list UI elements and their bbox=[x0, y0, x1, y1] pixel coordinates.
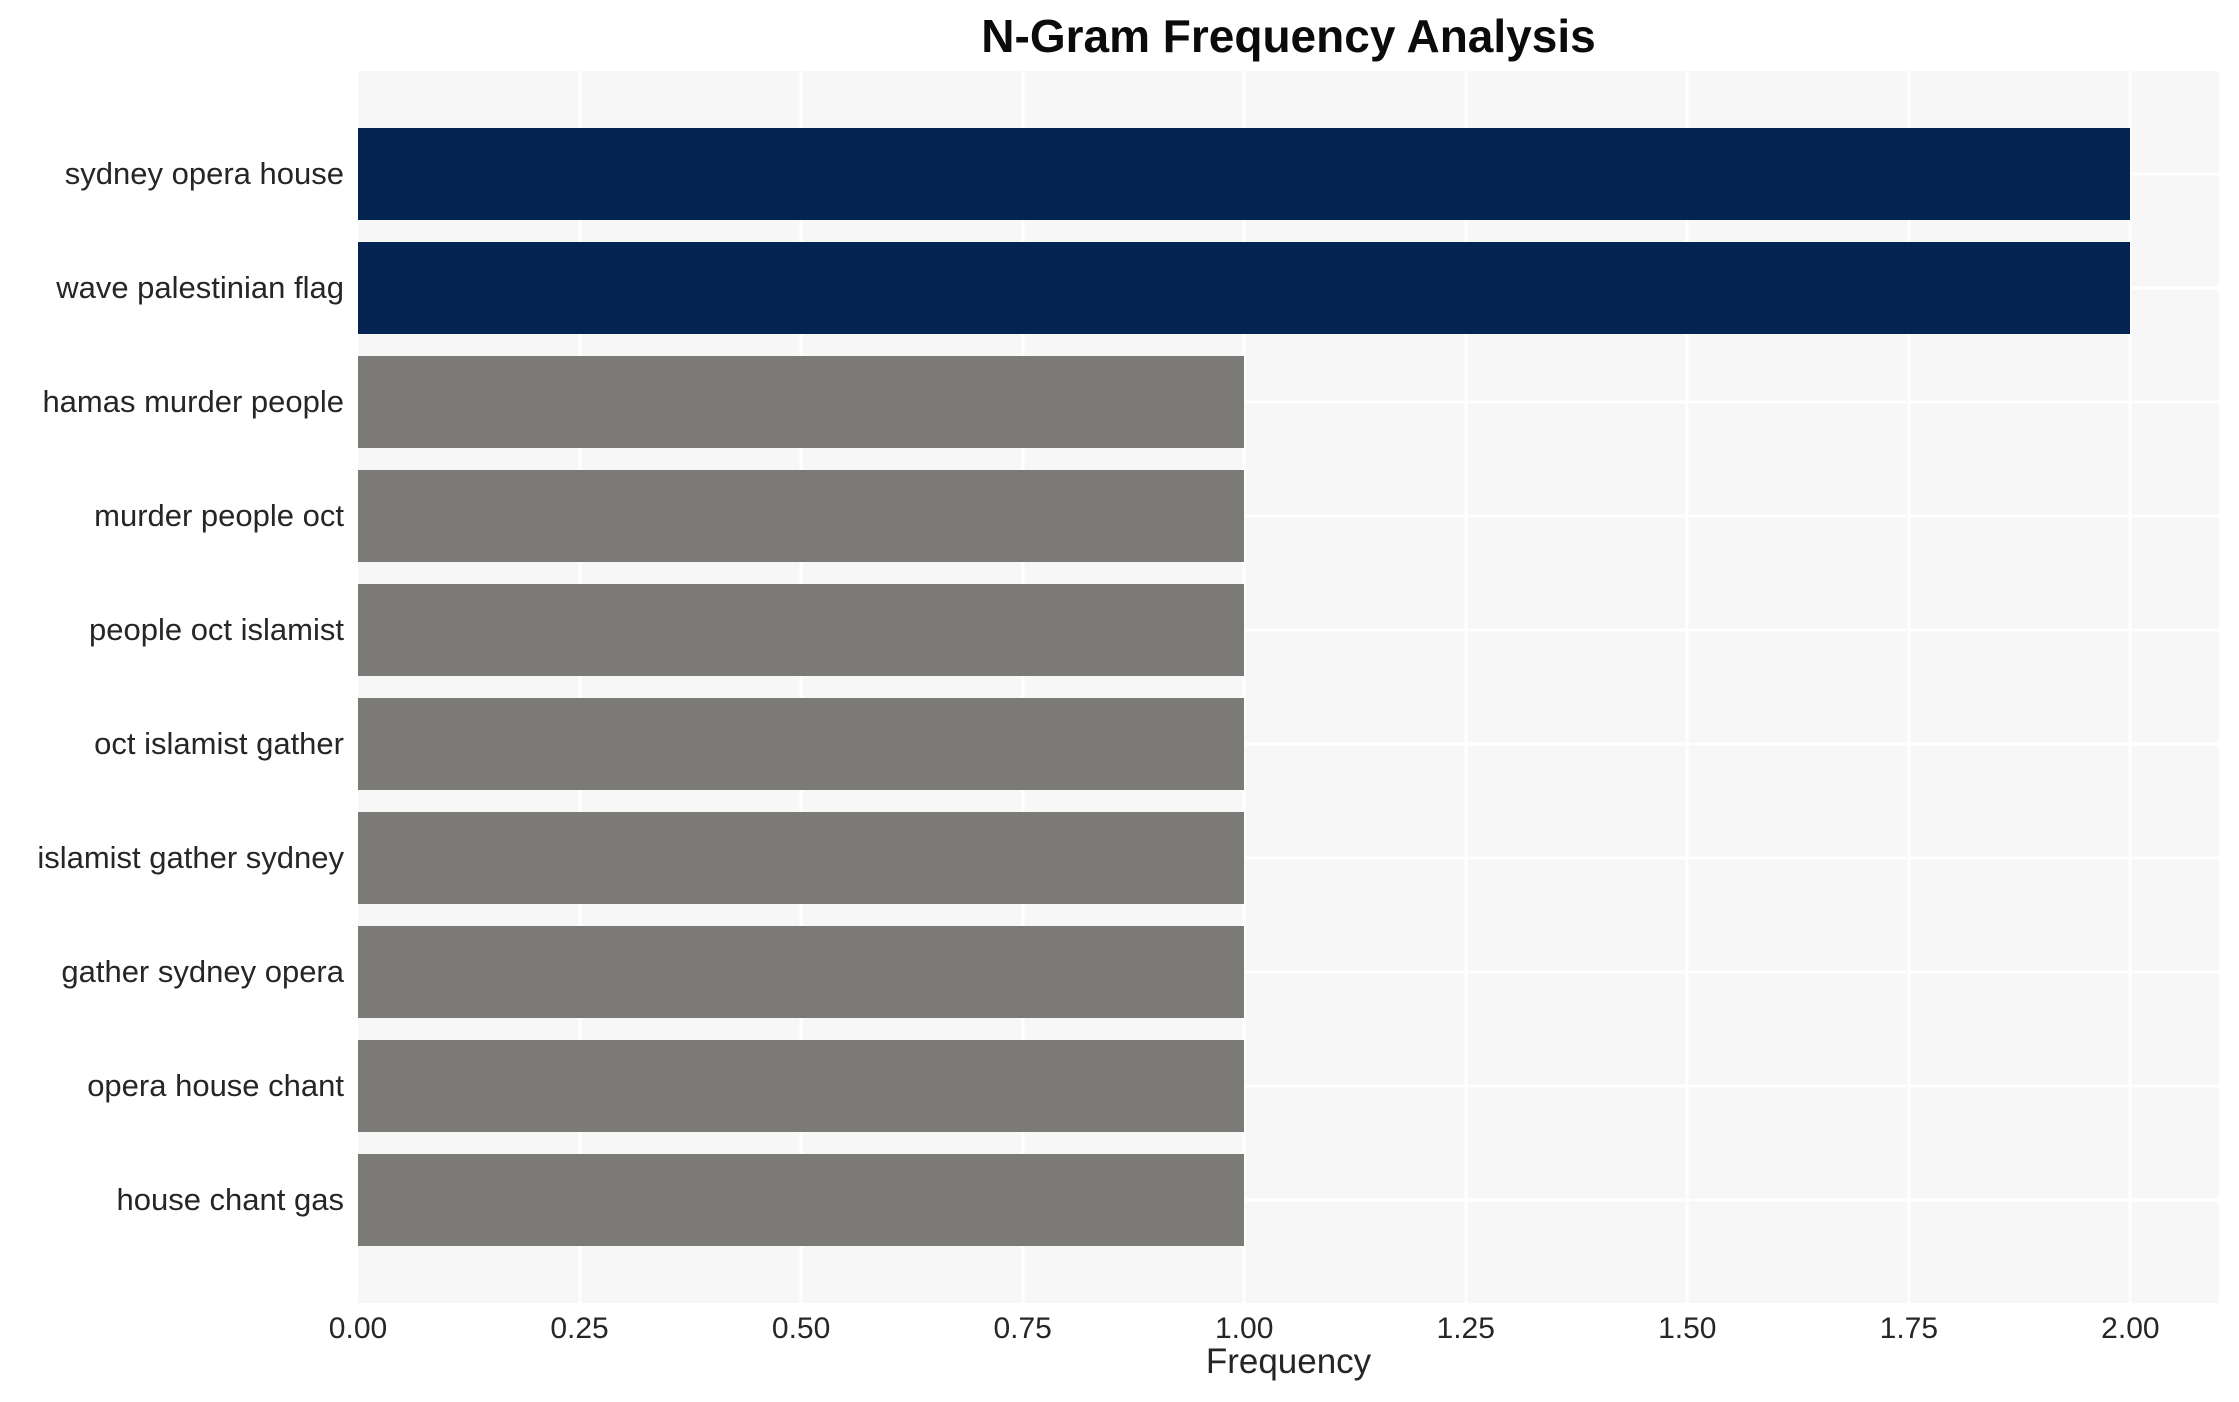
y-tick-label: hamas murder people bbox=[42, 384, 344, 419]
horizontal-gridline bbox=[358, 970, 2219, 974]
bar bbox=[358, 128, 2131, 220]
bars-container: sydney opera house wave palestinian flag h… bbox=[37, 117, 2219, 1257]
horizontal-gridline bbox=[358, 856, 2219, 860]
vertical-gridline bbox=[1685, 71, 1689, 1303]
chart-row: sydney opera house bbox=[65, 117, 2219, 231]
x-tick-label: 1.25 bbox=[1436, 1312, 1495, 1345]
bar bbox=[358, 698, 1245, 790]
chart-row: people oct islamist bbox=[89, 573, 2219, 687]
vertical-gridline bbox=[799, 71, 803, 1303]
chart-row: oct islamist gather bbox=[94, 687, 2219, 801]
chart-row: murder people oct bbox=[94, 459, 2219, 573]
horizontal-gridline bbox=[358, 742, 2219, 746]
chart-row: gather sydney opera bbox=[61, 915, 2219, 1029]
y-tick-label: opera house chant bbox=[87, 1068, 344, 1103]
chart-row: islamist gather sydney bbox=[37, 801, 2219, 915]
horizontal-gridline bbox=[358, 628, 2219, 632]
bar bbox=[358, 470, 1245, 562]
horizontal-gridline bbox=[358, 514, 2219, 518]
horizontal-gridline bbox=[358, 400, 2219, 404]
bar bbox=[358, 584, 1245, 676]
chart-row: opera house chant bbox=[87, 1029, 2219, 1143]
bar bbox=[358, 1154, 1245, 1246]
bar bbox=[358, 812, 1245, 904]
vertical-gridline bbox=[2128, 71, 2132, 1303]
x-axis-label: Frequency bbox=[1205, 1342, 1372, 1381]
horizontal-gridline bbox=[358, 1084, 2219, 1088]
chart-row: wave palestinian flag bbox=[56, 231, 2219, 345]
horizontal-gridline bbox=[358, 1198, 2219, 1202]
bar bbox=[358, 926, 1245, 1018]
vertical-gridline bbox=[1907, 71, 1911, 1303]
y-tick-label: wave palestinian flag bbox=[56, 270, 344, 305]
vertical-gridline bbox=[1242, 71, 1246, 1303]
chart-row: hamas murder people bbox=[42, 345, 2219, 459]
x-tick-label: 0.75 bbox=[993, 1312, 1052, 1345]
chart-row: house chant gas bbox=[116, 1143, 2219, 1257]
x-axis: 0.00 0.25 0.50 0.75 1.00 1.25 1.50 1.75 2.00 bbox=[329, 1306, 2219, 1350]
x-tick-label: 1.00 bbox=[1214, 1312, 1274, 1345]
y-tick-label: people oct islamist bbox=[88, 612, 344, 647]
y-tick-label: oct islamist gather bbox=[94, 726, 344, 761]
chart-title: N-Gram Frequency Analysis bbox=[981, 10, 1596, 62]
bar bbox=[358, 1040, 1245, 1132]
plot-area: sydney opera house wave palestinian flag h… bbox=[37, 71, 2219, 1303]
y-tick-label: murder people oct bbox=[94, 498, 344, 533]
x-tick-label: 0.00 bbox=[328, 1312, 388, 1345]
y-tick-label: house chant gas bbox=[116, 1182, 344, 1217]
bar bbox=[358, 242, 2131, 334]
y-tick-label: gather sydney opera bbox=[61, 954, 344, 989]
bar bbox=[358, 356, 1245, 448]
vertical-gridline bbox=[1464, 71, 1468, 1303]
x-tick-label: 1.75 bbox=[1879, 1312, 1939, 1345]
x-tick-label: 0.25 bbox=[550, 1312, 609, 1345]
y-tick-label: islamist gather sydney bbox=[37, 840, 344, 875]
vertical-gridline bbox=[1021, 71, 1025, 1303]
x-tick-label: 0.50 bbox=[771, 1312, 831, 1345]
x-tick-label: 2.00 bbox=[2101, 1312, 2160, 1345]
x-tick-label: 1.50 bbox=[1658, 1312, 1717, 1345]
y-tick-label: sydney opera house bbox=[64, 156, 344, 191]
vertical-gridline bbox=[578, 71, 582, 1303]
